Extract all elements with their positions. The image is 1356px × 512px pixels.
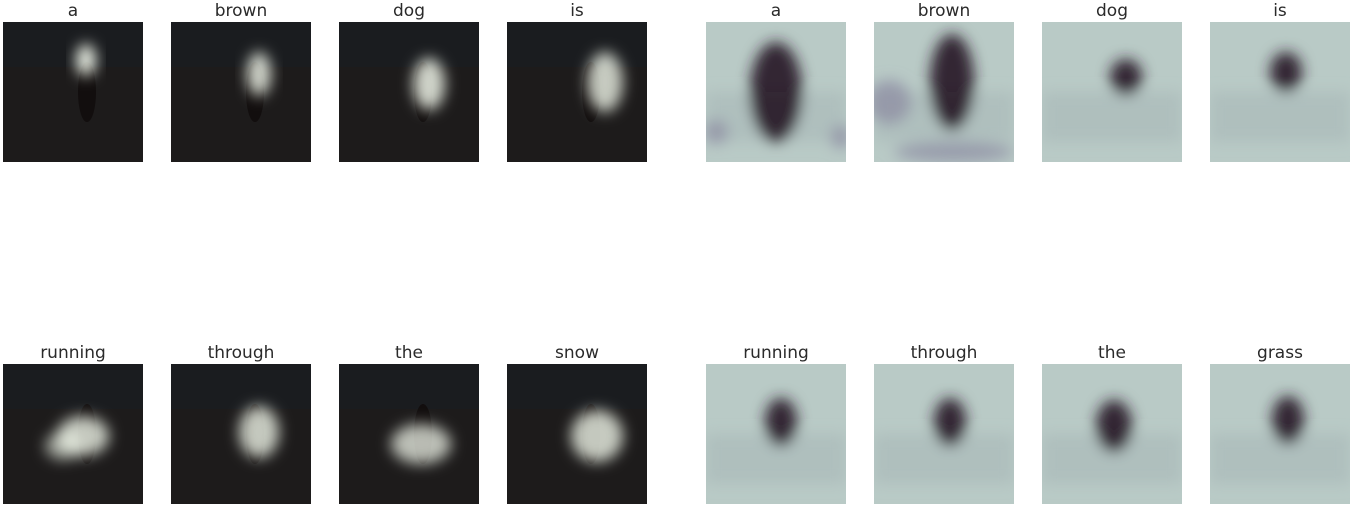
caption-word: a [67, 1, 79, 21]
light-attention-map [1210, 364, 1350, 504]
caption-word: through [910, 343, 978, 363]
caption-word: running [743, 343, 809, 363]
dark-attention-map [171, 22, 311, 162]
caption-word: grass [1257, 343, 1303, 363]
attention-image [706, 22, 846, 162]
dark-attention-map [339, 364, 479, 504]
caption-word: the [1098, 343, 1126, 363]
attention-image [171, 364, 311, 504]
light-attention-map [706, 22, 846, 162]
caption-word: is [570, 1, 584, 21]
dark-attention-map [507, 364, 647, 504]
caption-word: through [207, 343, 275, 363]
light-attention-map [874, 22, 1014, 162]
attention-image [1042, 364, 1182, 504]
caption-word: running [40, 343, 106, 363]
attention-image [507, 22, 647, 162]
caption-word: brown [917, 1, 971, 21]
dark-attention-map [3, 364, 143, 504]
light-attention-map [1042, 22, 1182, 162]
caption-word: the [395, 343, 423, 363]
caption-word: dog [1096, 1, 1128, 21]
attention-image [3, 364, 143, 504]
attention-image [1210, 22, 1350, 162]
dark-attention-map [339, 22, 479, 162]
attention-image [171, 22, 311, 162]
attention-image [874, 22, 1014, 162]
attention-image [339, 364, 479, 504]
dark-attention-map [3, 22, 143, 162]
attention-image [3, 22, 143, 162]
attention-image [874, 364, 1014, 504]
caption-word: dog [393, 1, 425, 21]
light-attention-map [1042, 364, 1182, 504]
light-attention-map [706, 364, 846, 504]
dark-attention-map [171, 364, 311, 504]
caption-word: brown [214, 1, 268, 21]
light-attention-map [874, 364, 1014, 504]
dark-attention-map [507, 22, 647, 162]
caption-word: is [1273, 1, 1287, 21]
attention-image [1042, 22, 1182, 162]
attention-image [706, 364, 846, 504]
attention-image [339, 22, 479, 162]
attention-image [507, 364, 647, 504]
attention-image [1210, 364, 1350, 504]
caption-word: snow [555, 343, 599, 363]
light-attention-map [1210, 22, 1350, 162]
caption-word: a [770, 1, 782, 21]
